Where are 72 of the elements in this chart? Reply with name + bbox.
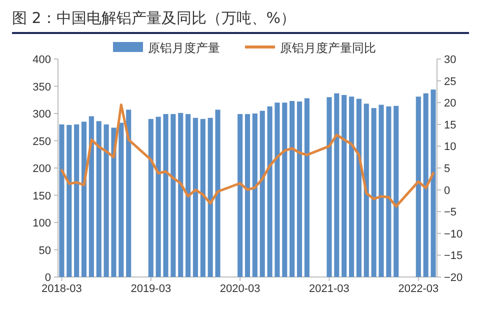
y2-tick-label: 0 bbox=[444, 184, 450, 197]
legend-label: 原铝月度产量 bbox=[148, 41, 220, 55]
bar bbox=[244, 114, 250, 277]
x-tick-label: 2022-03 bbox=[398, 283, 439, 295]
bar bbox=[215, 110, 220, 277]
x-tick-label: 2018-03 bbox=[42, 283, 82, 295]
bar bbox=[430, 90, 436, 277]
bar bbox=[274, 102, 280, 277]
bar bbox=[326, 97, 332, 277]
y2-tick-label: 5 bbox=[444, 163, 450, 175]
y-tick-label: 0 bbox=[44, 272, 51, 284]
y2-tick-label: 30 bbox=[444, 54, 456, 66]
line-series bbox=[60, 104, 435, 208]
bar bbox=[364, 104, 369, 277]
bar bbox=[252, 114, 258, 277]
chart-title: 图 2：中国电解铝产量及同比（万吨、%） bbox=[12, 9, 296, 27]
bar bbox=[111, 128, 116, 277]
bar bbox=[74, 124, 80, 277]
y2-tick-label: −5 bbox=[444, 206, 457, 219]
x-tick-label: 2021-03 bbox=[309, 283, 350, 295]
bar bbox=[59, 124, 64, 277]
y-tick-label: 200 bbox=[32, 163, 51, 175]
y2-tick-label: −10 bbox=[444, 228, 463, 240]
y-tick-label: 50 bbox=[38, 244, 51, 257]
bar bbox=[156, 116, 161, 277]
bar bbox=[192, 118, 198, 277]
bar bbox=[334, 93, 340, 277]
bar bbox=[170, 114, 176, 277]
y-tick-label: 250 bbox=[32, 136, 51, 148]
bar bbox=[178, 112, 184, 277]
bar bbox=[126, 110, 132, 277]
bar bbox=[394, 106, 399, 277]
bar bbox=[371, 108, 376, 277]
legend-label: 原铝月度产量同比 bbox=[280, 41, 376, 55]
y-tick-label: 300 bbox=[32, 108, 51, 120]
bar bbox=[66, 124, 72, 277]
bar bbox=[290, 100, 295, 277]
bar bbox=[104, 124, 109, 277]
bar bbox=[148, 118, 154, 277]
bar bbox=[423, 93, 428, 277]
bar bbox=[267, 106, 272, 277]
bar bbox=[342, 94, 347, 277]
y-tick-label: 150 bbox=[32, 190, 51, 202]
y2-tick-label: 20 bbox=[444, 98, 456, 110]
bar bbox=[282, 102, 288, 277]
bar bbox=[260, 110, 265, 277]
bar bbox=[88, 116, 94, 277]
y-tick-label: 100 bbox=[32, 218, 51, 230]
bar bbox=[356, 98, 362, 277]
bar bbox=[416, 96, 421, 277]
y-tick-label: 350 bbox=[32, 81, 51, 94]
y2-tick-label: 10 bbox=[444, 141, 456, 154]
bar bbox=[96, 121, 102, 277]
y2-tick-label: 25 bbox=[444, 76, 456, 88]
bar bbox=[304, 98, 310, 277]
bar bbox=[81, 122, 87, 277]
bar bbox=[378, 104, 384, 277]
x-tick-label: 2019-03 bbox=[130, 283, 172, 295]
bar bbox=[208, 118, 213, 277]
x-tick-label: 2020-03 bbox=[220, 283, 260, 295]
bar bbox=[200, 118, 206, 277]
bar bbox=[296, 102, 302, 277]
bar bbox=[186, 114, 191, 277]
bar bbox=[386, 106, 392, 277]
bar bbox=[349, 96, 354, 277]
bar bbox=[238, 114, 243, 277]
y2-tick-label: −20 bbox=[444, 272, 463, 284]
bar bbox=[118, 122, 124, 277]
y2-tick-label: −15 bbox=[444, 250, 463, 262]
y2-tick-label: 15 bbox=[444, 119, 456, 132]
y-tick-label: 400 bbox=[32, 54, 51, 66]
bar bbox=[163, 114, 168, 277]
